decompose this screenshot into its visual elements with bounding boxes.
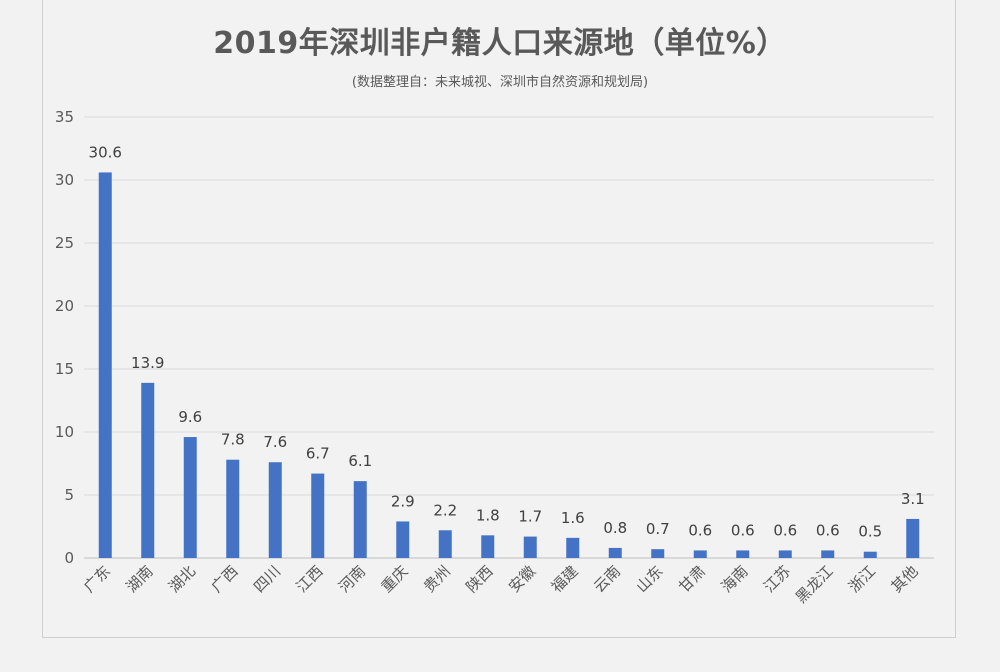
data-label: 6.7	[306, 445, 330, 463]
y-axis-ticks: 0 5 10 15 20 25 30 35	[55, 108, 74, 567]
category-label: 黑龙江	[792, 562, 837, 607]
chart-subtitle: (数据整理自：未来城视、深圳市自然资源和规划局)	[351, 75, 649, 90]
category-label: 山东	[633, 562, 667, 596]
bar	[693, 550, 707, 558]
category-label: 甘肃	[675, 562, 709, 596]
category-label: 广西	[208, 562, 242, 596]
y-tick-label: 25	[55, 234, 74, 252]
data-label: 1.8	[476, 506, 500, 524]
bar	[183, 437, 197, 558]
data-label: 3.1	[901, 490, 925, 508]
category-label: 湖北	[165, 562, 199, 596]
category-label: 其他	[888, 562, 922, 596]
data-label: 0.6	[731, 521, 755, 539]
category-label: 江西	[293, 562, 327, 596]
data-label: 0.7	[646, 520, 670, 538]
bar	[311, 473, 325, 558]
category-label: 湖南	[123, 562, 157, 596]
category-label: 江苏	[760, 562, 794, 596]
data-label: 2.9	[391, 492, 415, 510]
category-label: 云南	[590, 562, 624, 596]
bar	[863, 551, 877, 558]
category-label: 河南	[335, 562, 369, 596]
category-label: 陕西	[463, 562, 497, 596]
bar	[736, 550, 750, 558]
y-tick-label: 5	[64, 486, 74, 504]
x-axis-categories: 广东 湖南 湖北 广西 四川 江西 河南 重庆 贵州 陕西 安徽 福建 云南 山东 甘肃 海南 江苏黑龙江 浙江其…	[80, 562, 921, 607]
data-label: 13.9	[131, 354, 164, 372]
bar	[608, 547, 622, 558]
bar	[396, 521, 410, 558]
category-label: 四川	[250, 562, 284, 596]
bar	[226, 459, 240, 558]
category-label: 海南	[718, 562, 752, 596]
bar	[651, 549, 665, 558]
y-tick-label: 20	[55, 297, 74, 315]
data-label: 0.5	[858, 523, 882, 541]
data-label: 2.2	[433, 501, 457, 519]
data-label: 0.6	[816, 521, 840, 539]
bars	[98, 172, 920, 558]
data-label: 7.8	[221, 431, 245, 449]
category-label: 广东	[80, 562, 114, 596]
category-label: 贵州	[420, 562, 454, 596]
data-label: 1.7	[518, 508, 542, 526]
y-tick-label: 10	[55, 423, 74, 441]
category-label: 福建	[548, 562, 582, 596]
gridlines	[84, 116, 934, 559]
bar	[566, 537, 580, 558]
data-label: 30.6	[89, 143, 122, 161]
bar	[906, 518, 920, 558]
category-label: 重庆	[378, 562, 412, 596]
y-tick-label: 35	[55, 108, 74, 126]
chart-title: 2019年深圳非户籍人口来源地（单位%）	[213, 26, 787, 61]
data-labels: 30.6 13.9 9.6 7.8 7.6 6.7 6.1 2.9 2.2 1.8 1.7 1.6 0.…	[89, 143, 925, 540]
data-label: 6.1	[348, 452, 372, 470]
bar	[268, 462, 282, 558]
data-label: 9.6	[178, 408, 202, 426]
data-label: 1.6	[561, 509, 585, 527]
category-label: 安徽	[505, 562, 539, 596]
bar	[141, 382, 155, 558]
data-label: 0.6	[688, 521, 712, 539]
data-label: 0.8	[603, 519, 627, 537]
bar	[98, 172, 112, 558]
bar	[438, 530, 452, 558]
data-label: 0.6	[773, 521, 797, 539]
bar	[821, 550, 835, 558]
y-tick-label: 30	[55, 171, 74, 189]
bar	[353, 481, 367, 558]
y-tick-label: 0	[64, 549, 74, 567]
bar	[481, 535, 495, 558]
y-tick-label: 15	[55, 360, 74, 378]
chart-frame	[42, 0, 956, 638]
data-label: 7.6	[263, 433, 287, 451]
bar	[523, 536, 537, 558]
category-label: 浙江	[845, 562, 879, 596]
bar	[778, 550, 792, 558]
